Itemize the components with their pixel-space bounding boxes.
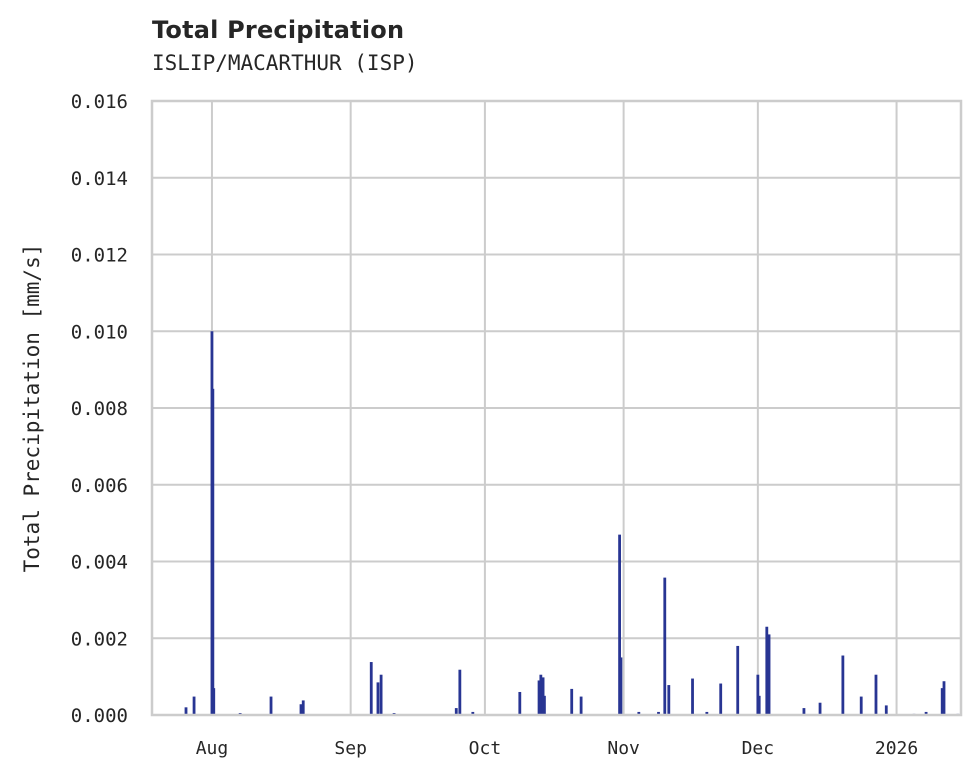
precip-bar	[212, 688, 216, 715]
x-tick-label: Dec	[742, 738, 775, 759]
y-tick-label: 0.010	[71, 321, 128, 343]
precip-bar	[618, 534, 621, 715]
precip-bar	[376, 682, 380, 715]
x-tick-label: Oct	[469, 738, 502, 759]
precip-bar	[874, 674, 878, 715]
precip-bar	[458, 669, 462, 715]
precip-bar	[537, 680, 541, 715]
precip-bar	[518, 691, 522, 715]
precip-bar	[942, 681, 946, 715]
precip-bar	[691, 678, 694, 715]
grid-lines	[152, 101, 961, 715]
precip-bar	[301, 700, 305, 715]
precip-bar	[859, 696, 863, 715]
precip-bar	[841, 655, 845, 715]
y-axis-ticks: 0.000 0.002 0.004 0.006 0.008 0.010 0.012 0.014…	[71, 91, 128, 727]
precip-bar	[802, 708, 806, 715]
y-tick-label: 0.012	[71, 245, 128, 267]
precip-bar	[663, 577, 667, 715]
precip-bar	[471, 711, 475, 715]
precip-bar	[184, 707, 188, 715]
y-tick-label: 0.006	[71, 475, 128, 497]
x-tick-label: Aug	[196, 738, 229, 759]
precip-bar	[454, 708, 458, 715]
precip-bar	[884, 705, 888, 715]
chart-title: Total Precipitation	[152, 16, 405, 44]
precip-bar	[211, 388, 215, 715]
precip-bar	[818, 702, 822, 715]
precip-bar	[765, 626, 769, 715]
precip-bar	[269, 696, 273, 715]
precip-bar	[767, 634, 771, 715]
y-tick-label: 0.016	[71, 91, 128, 113]
precip-bar	[719, 683, 723, 715]
precip-bar	[637, 711, 641, 715]
precip-bar	[543, 695, 546, 715]
precip-bar	[924, 711, 928, 715]
y-tick-label: 0.004	[71, 552, 128, 574]
y-tick-label: 0.014	[71, 168, 128, 190]
precip-bar	[736, 645, 740, 715]
y-tick-label: 0.008	[71, 398, 128, 420]
precipitation-series	[184, 331, 960, 715]
precip-bar	[570, 688, 574, 715]
chart-subtitle: ISLIP/MACARTHUR (ISP)	[152, 51, 418, 75]
precip-bar	[379, 674, 383, 715]
x-tick-label: 2026	[875, 738, 918, 759]
precip-bar	[657, 711, 660, 715]
precip-bar	[667, 685, 671, 715]
y-tick-label: 0.000	[71, 705, 128, 727]
y-tick-label: 0.002	[71, 628, 128, 650]
precip-bar	[619, 657, 623, 715]
precip-bar	[539, 674, 543, 715]
precip-bar	[705, 711, 709, 715]
x-tick-label: Nov	[607, 738, 640, 759]
precip-bar	[299, 704, 303, 715]
precip-bar	[940, 688, 944, 715]
precip-bar	[756, 674, 760, 715]
x-axis-ticks: Aug Sep Oct Nov Dec 2026	[196, 738, 919, 759]
precip-bar	[579, 696, 583, 715]
plot-frame	[150, 99, 963, 717]
precip-bar	[192, 696, 196, 715]
precip-bar	[369, 662, 373, 715]
precip-bar	[757, 695, 761, 715]
x-tick-label: Sep	[334, 738, 367, 759]
